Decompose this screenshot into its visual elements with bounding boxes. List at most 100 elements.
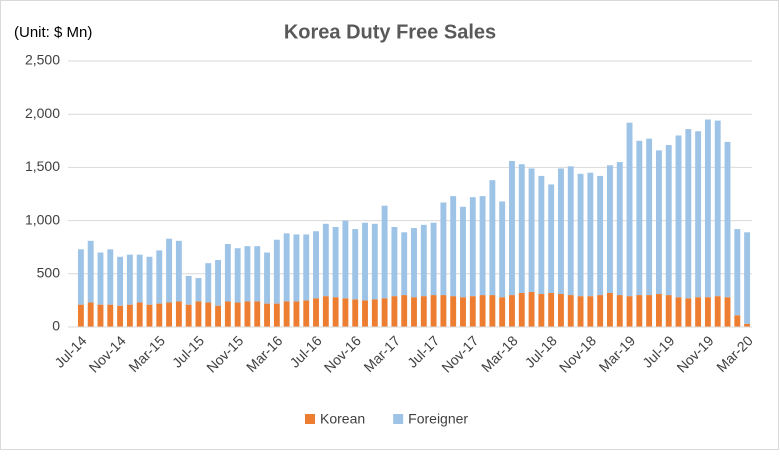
bar-segment: [401, 232, 408, 296]
bar-segment: [117, 305, 124, 327]
bar-segment: [264, 303, 270, 327]
bar-segment: [587, 172, 594, 297]
bar-segment: [528, 291, 535, 327]
bar-segment: [224, 301, 231, 327]
bar-segment: [440, 295, 447, 327]
bar-segment: [714, 296, 721, 327]
bar-segment: [175, 301, 182, 327]
bar-segment: [420, 224, 427, 297]
bar-segment: [528, 168, 535, 292]
bar-segment: [136, 254, 143, 303]
y-tick-label: 1,000: [25, 211, 60, 227]
bar-segment: [479, 196, 486, 296]
bar-segment: [283, 233, 290, 302]
bar-segment: [548, 184, 555, 293]
bar-segment: [126, 304, 133, 327]
bar-segment: [518, 292, 525, 327]
bar-segment: [440, 202, 447, 296]
bar-segment: [607, 292, 613, 327]
bar-segment: [244, 246, 251, 302]
bar-segment: [489, 180, 496, 296]
bar-segment: [469, 296, 476, 327]
bar-segment: [117, 256, 124, 306]
bar-segment: [195, 278, 202, 302]
bar-segment: [636, 140, 643, 296]
bar-segment: [283, 301, 290, 327]
bar-segment: [77, 304, 84, 327]
bar-segment: [293, 301, 300, 327]
bar-segment: [293, 234, 300, 302]
chart-title: Korea Duty Free Sales: [284, 21, 496, 43]
bar-segment: [460, 297, 466, 327]
bar-segment: [518, 164, 525, 293]
bar-segment: [655, 150, 662, 295]
bar-segment: [352, 229, 359, 300]
y-tick-label: 2,500: [25, 52, 60, 68]
bar-segment: [352, 299, 359, 327]
bar-segment: [675, 297, 682, 327]
bar-segment: [655, 294, 662, 327]
bar-segment: [244, 301, 251, 327]
bar-segment: [411, 228, 417, 298]
bar-segment: [558, 168, 564, 295]
bar-segment: [597, 175, 604, 296]
bar-segment: [714, 120, 721, 297]
bar-segment: [734, 229, 741, 316]
bar-segment: [665, 145, 672, 296]
bar-segment: [362, 222, 368, 301]
bar-segment: [146, 304, 153, 327]
bar-segment: [215, 305, 221, 327]
bar-segment: [479, 295, 486, 327]
bar-segment: [665, 295, 672, 327]
bar-segment: [156, 303, 163, 327]
bar-segment: [538, 175, 545, 295]
bar-segment: [185, 304, 192, 327]
bar-segment: [185, 275, 192, 305]
bar-segment: [626, 122, 633, 297]
bar-segment: [567, 295, 574, 327]
bar-segment: [332, 226, 339, 298]
bar-segment: [430, 295, 437, 327]
bar-segment: [391, 296, 398, 327]
bar-segment: [744, 323, 751, 327]
bar-segment: [97, 252, 104, 305]
bar-segment: [401, 295, 408, 327]
bar-segment: [616, 295, 623, 327]
bar-segment: [97, 304, 104, 327]
bar-segment: [391, 226, 398, 297]
bar-segment: [77, 249, 84, 305]
bar-segment: [381, 298, 388, 327]
bar-segment: [577, 296, 584, 327]
bar-segment: [371, 223, 378, 300]
bar-segment: [234, 248, 241, 303]
bar-segment: [254, 301, 261, 327]
bar-segment: [469, 197, 476, 297]
bar-segment: [303, 300, 310, 327]
bar-segment: [254, 246, 261, 302]
bar-segment: [126, 254, 133, 305]
bar-segment: [224, 244, 231, 302]
bar-segment: [646, 295, 653, 327]
bar-segment: [273, 303, 280, 327]
bar-segment: [313, 298, 319, 327]
bar-segment: [107, 304, 114, 327]
bar-segment: [695, 131, 702, 298]
bar-segment: [499, 297, 506, 327]
y-tick-label: 1,500: [25, 158, 60, 174]
bar-segment: [695, 297, 702, 327]
bar-segment: [587, 296, 594, 327]
bar-segment: [411, 297, 417, 327]
bar-segment: [509, 295, 515, 327]
bar-segment: [744, 232, 751, 324]
bar-segment: [675, 135, 682, 298]
bar-segment: [704, 119, 711, 298]
bar-segment: [362, 300, 368, 327]
bar-segment: [313, 231, 319, 299]
bar-segment: [636, 295, 643, 327]
bar-segment: [303, 234, 310, 301]
bar-segment: [381, 205, 388, 299]
bar-segment: [538, 294, 545, 327]
bar-segment: [264, 252, 270, 304]
bar-segment: [273, 239, 280, 304]
